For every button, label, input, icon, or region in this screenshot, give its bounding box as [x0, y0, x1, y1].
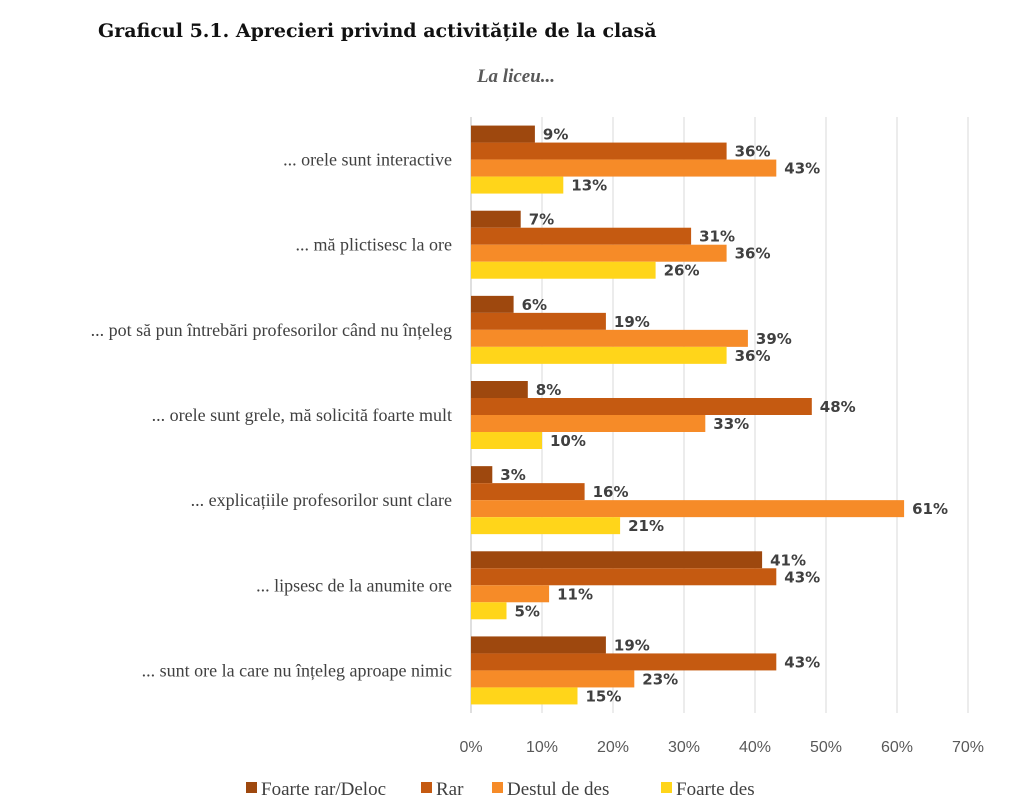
- bar: [471, 653, 777, 671]
- bar: [471, 517, 621, 535]
- data-label: 3%: [500, 466, 525, 484]
- data-label: 5%: [515, 602, 540, 620]
- data-label: 33%: [713, 415, 749, 433]
- legend-item: Foarte rar/Deloc: [246, 779, 386, 800]
- legend-label: Foarte des: [676, 779, 755, 800]
- data-label: 11%: [557, 585, 593, 603]
- bar: [471, 585, 550, 603]
- data-label: 21%: [628, 517, 664, 535]
- data-label: 43%: [784, 568, 820, 586]
- category-label: ... lipsesc de la anumite ore: [256, 575, 452, 595]
- bar: [471, 432, 542, 449]
- x-tick-label: 10%: [526, 739, 558, 756]
- legend-label: Rar: [436, 779, 464, 800]
- x-tick-label: 70%: [952, 739, 984, 756]
- bar: [471, 227, 692, 245]
- bar: [471, 295, 514, 313]
- bar: [471, 466, 493, 484]
- bar: [471, 329, 748, 347]
- bar: [471, 398, 812, 415]
- data-label: 19%: [614, 313, 650, 331]
- data-label: 6%: [522, 296, 547, 314]
- bar: [471, 125, 535, 143]
- bar: [471, 500, 905, 518]
- data-label: 48%: [820, 398, 856, 416]
- legend-item: Destul de des: [492, 779, 609, 800]
- bar: [471, 142, 727, 160]
- data-label: 23%: [642, 670, 678, 688]
- x-tick-label: 60%: [881, 739, 913, 756]
- bar: [471, 602, 507, 620]
- data-label: 61%: [912, 500, 948, 518]
- legend-item: Foarte des: [661, 779, 755, 800]
- legend-swatch: [246, 782, 257, 793]
- bar: [471, 670, 635, 688]
- category-label: ... orele sunt grele, mă solicită foarte…: [152, 405, 452, 425]
- bar: [471, 483, 585, 501]
- data-label: 13%: [571, 177, 607, 195]
- data-label: 43%: [784, 653, 820, 671]
- category-label: ... orele sunt interactive: [283, 150, 452, 170]
- data-label: 36%: [735, 347, 771, 365]
- x-tick-label: 50%: [810, 739, 842, 756]
- bar: [471, 261, 656, 279]
- bar: [471, 312, 606, 330]
- data-label: 10%: [550, 432, 586, 450]
- legend-swatch: [492, 782, 503, 793]
- legend-swatch: [661, 782, 672, 793]
- data-label: 36%: [735, 143, 771, 161]
- bar: [471, 568, 777, 586]
- data-label: 41%: [770, 551, 806, 569]
- chart-subtitle: La liceu...: [476, 66, 555, 87]
- data-label: 7%: [529, 211, 554, 229]
- data-label: 15%: [586, 687, 622, 705]
- x-tick-label: 20%: [597, 739, 629, 756]
- data-label: 36%: [735, 245, 771, 263]
- bar: [471, 176, 564, 194]
- bar: [471, 346, 727, 364]
- data-label: 39%: [756, 330, 792, 348]
- category-label: ... pot să pun întrebări profesorilor câ…: [91, 320, 452, 340]
- data-label: 16%: [593, 483, 629, 501]
- bar: [471, 381, 528, 398]
- legend-swatch: [421, 782, 432, 793]
- x-tick-label: 40%: [739, 739, 771, 756]
- category-label: ... sunt ore la care nu înțeleg aproape …: [142, 660, 452, 680]
- bar: [471, 210, 521, 228]
- legend-label: Foarte rar/Deloc: [261, 779, 386, 800]
- data-label: 19%: [614, 636, 650, 654]
- category-label: ... mă plictisesc la ore: [296, 235, 452, 255]
- chart-title: Graficul 5.1. Aprecieri privind activită…: [98, 20, 657, 42]
- x-tick-label: 0%: [459, 739, 482, 756]
- bar: [471, 687, 578, 705]
- bar: [471, 415, 706, 432]
- data-label: 8%: [536, 381, 561, 399]
- data-label: 26%: [664, 262, 700, 280]
- bar: [471, 636, 606, 654]
- x-tick-label: 30%: [668, 739, 700, 756]
- data-label: 9%: [543, 126, 568, 144]
- bar: [471, 551, 763, 569]
- data-label: 31%: [699, 228, 735, 246]
- legend-label: Destul de des: [507, 779, 609, 800]
- bar: [471, 244, 727, 262]
- legend-item: Rar: [421, 779, 464, 800]
- data-label: 43%: [784, 160, 820, 178]
- category-label: ... explicațiile profesorilor sunt clare: [191, 490, 452, 510]
- bar: [471, 159, 777, 177]
